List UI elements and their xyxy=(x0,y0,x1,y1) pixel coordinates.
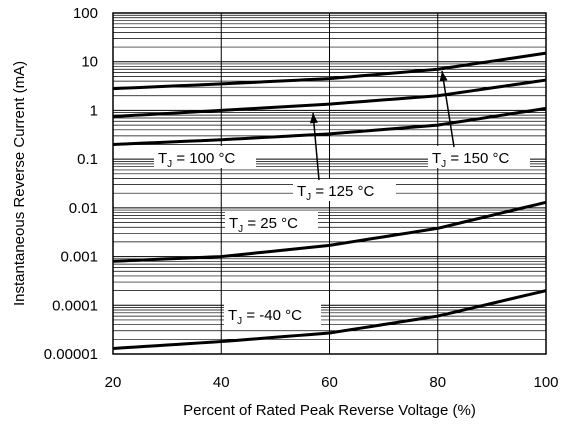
series-line xyxy=(112,106,547,146)
x-tick-label: 20 xyxy=(105,374,122,391)
annotation-arrow-line xyxy=(441,70,455,148)
annotation-background xyxy=(428,146,530,168)
annotation-arrow-head xyxy=(439,71,448,82)
y-tick-label: 10 xyxy=(81,54,98,71)
y-tick-label: 1 xyxy=(90,102,98,119)
series-line xyxy=(112,200,547,263)
series-annotations: TJ = 150 °C TJ = 125 °C TJ = 100 °C TJ = 25… xyxy=(154,70,530,327)
series-lines xyxy=(112,51,547,350)
annotation-label: TJ = -40 °C xyxy=(228,307,302,327)
annotation-label: TJ = 125 °C xyxy=(297,183,374,203)
x-tick-label: 60 xyxy=(321,374,338,391)
annotation-label: TJ = 25 °C xyxy=(229,215,298,235)
annotation-background xyxy=(225,211,318,233)
series-line xyxy=(112,78,547,119)
x-tick-label: 80 xyxy=(429,374,446,391)
annotation-label: TJ = 100 °C xyxy=(158,150,235,170)
x-axis-label: Percent of Rated Peak Reverse Voltage (%… xyxy=(183,402,476,419)
annotation-arrow-line xyxy=(312,112,320,181)
annotation-label: TJ = 150 °C xyxy=(432,150,509,170)
y-tick-label: 0.00001 xyxy=(44,346,98,363)
series-line xyxy=(112,51,547,91)
y-tick-label: 0.001 xyxy=(60,249,98,266)
y-tick-labels: 0.00001 0.0001 0.001 0.01 0.1 1 10 100 xyxy=(44,5,98,363)
annotation-arrow-head xyxy=(309,113,318,124)
y-tick-label: 0.1 xyxy=(77,151,98,168)
x-tick-label: 40 xyxy=(213,374,230,391)
series-line xyxy=(112,289,547,350)
y-tick-label: 100 xyxy=(73,5,98,22)
plot-frame xyxy=(112,12,547,355)
y-axis-label: Instantaneous Reverse Current (mA) xyxy=(11,61,28,306)
x-tick-label: 100 xyxy=(533,374,558,391)
annotation-background xyxy=(293,179,396,201)
y-tick-label: 0.01 xyxy=(69,200,98,217)
x-tick-labels: 20 40 60 80 100 xyxy=(105,374,559,391)
annotation-background xyxy=(224,303,321,325)
y-tick-label: 0.0001 xyxy=(52,297,98,314)
annotation-background xyxy=(154,146,256,168)
